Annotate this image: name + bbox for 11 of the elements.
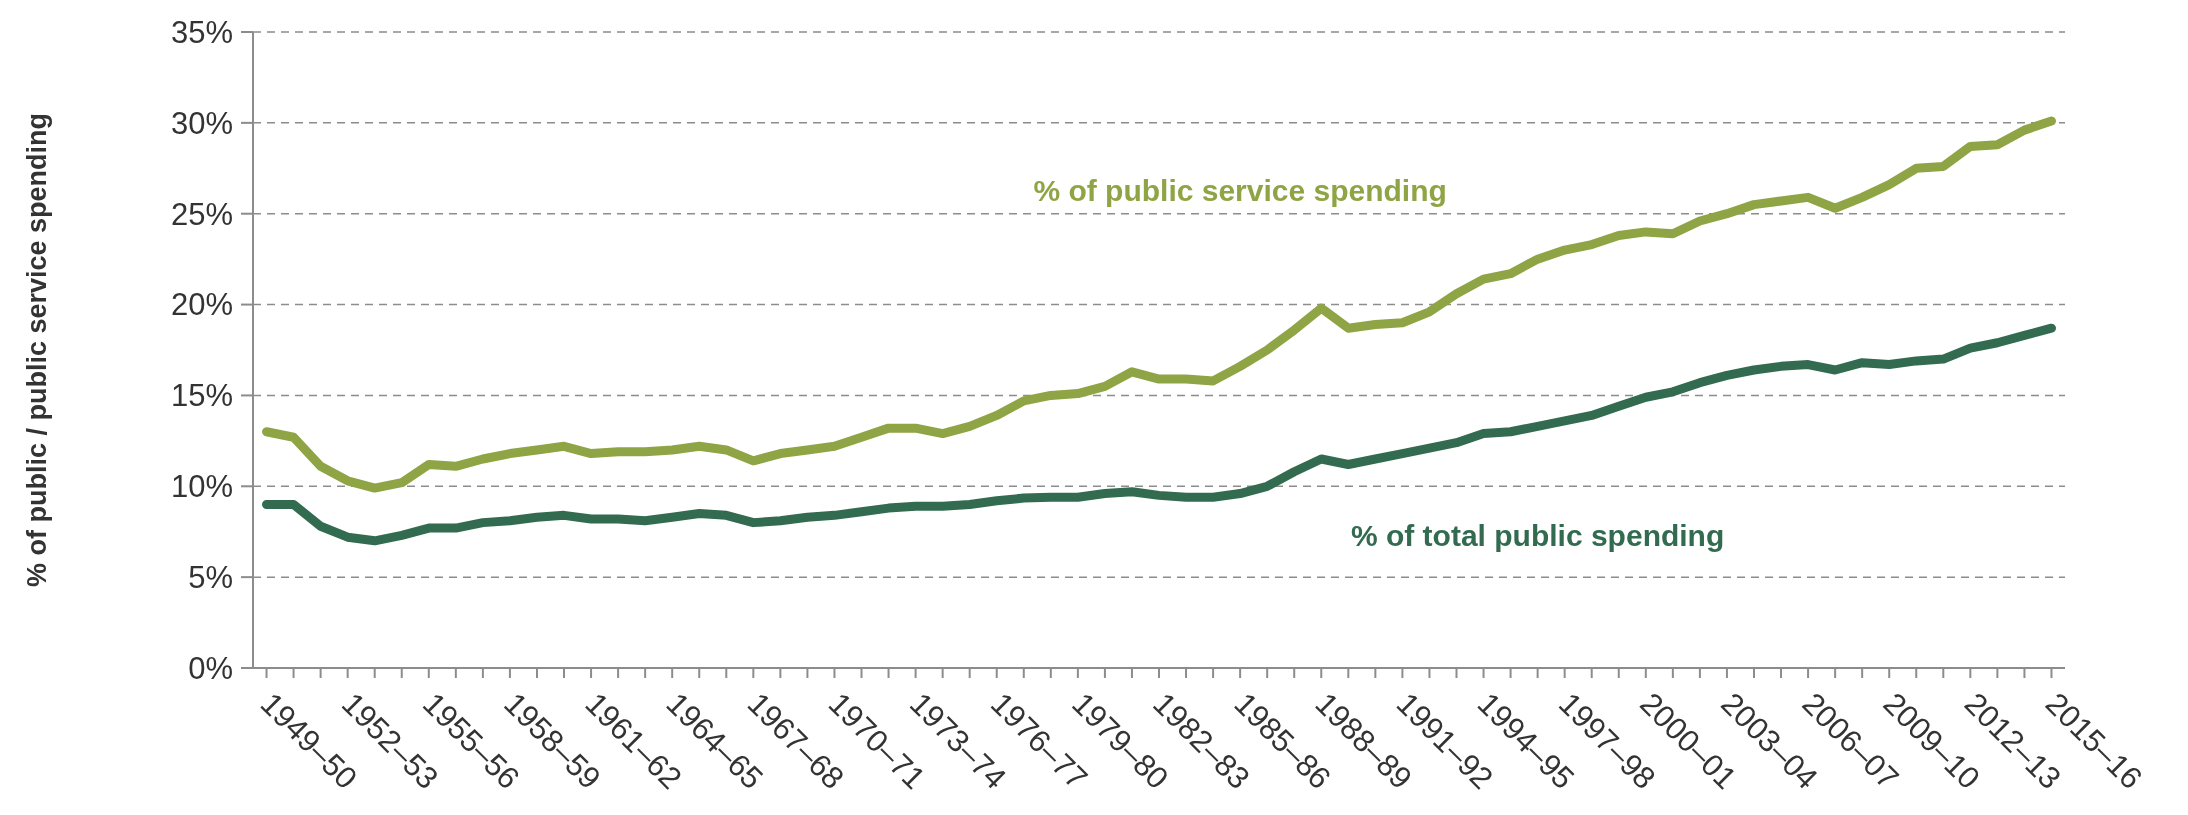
y-tick-label: 25%: [170, 196, 233, 232]
y-axis-title: % of public / public service spending: [22, 112, 52, 588]
y-tick-label: 5%: [188, 559, 233, 595]
y-tick-label: 20%: [170, 287, 233, 323]
text: % of public service spending: [1033, 173, 1447, 207]
y-tick-label: 15%: [170, 378, 233, 414]
y-tick-label: 35%: [170, 14, 233, 50]
y-tick-label: 30%: [170, 105, 233, 141]
y-tick-label: 0%: [188, 650, 233, 686]
y-tick-label: 10%: [170, 469, 233, 505]
series-label: % of total public spending: [1350, 519, 1725, 553]
